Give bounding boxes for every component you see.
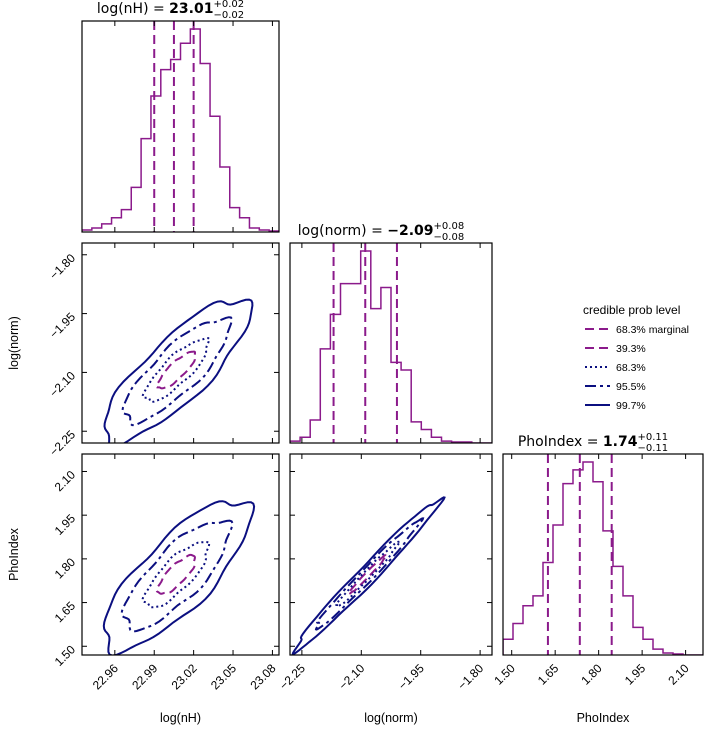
panel-frame <box>289 242 493 444</box>
histogram-nH <box>82 28 279 232</box>
y-tick-label: 1.65 <box>52 599 79 626</box>
legend-label: 39.3% <box>616 343 646 355</box>
title-nH: log(nH) = 23.01+0.02 −0.02 <box>97 0 244 21</box>
histogram-PhoIndex <box>503 461 703 655</box>
marginal-panel-PhoIndex: PhoIndex = 1.74+0.11 −0.11 <box>502 432 704 656</box>
title-plus: +0.02 <box>213 0 244 10</box>
title-label: log(norm) = <box>298 223 387 239</box>
legend: credible prob level 68.3% marginal 39.3% 68… <box>583 303 689 412</box>
x-tick-label: −2.25 <box>277 661 309 693</box>
x-tick-label: 1.65 <box>535 661 562 688</box>
contour-panel-PhoIndex_vs_norm <box>289 453 493 656</box>
y-axis-label-PhoIndex: PhoIndex <box>7 527 21 581</box>
legend-label: 68.3% marginal <box>616 324 689 336</box>
title-minus: −0.11 <box>637 443 668 454</box>
y-tick-label: 1.95 <box>52 511 79 538</box>
x-tick-label: 22.99 <box>129 661 160 692</box>
title-norm: log(norm) = −2.09+0.08 −0.08 <box>298 221 464 243</box>
y-tick-label: −1.80 <box>47 251 79 283</box>
y-axis-label-norm: log(norm) <box>7 316 21 370</box>
x-tick-label: 1.95 <box>622 661 649 688</box>
contour-95-5pct <box>120 519 234 633</box>
x-tick-label: 2.10 <box>665 661 692 688</box>
contour-panel-PhoIndex_vs_nH <box>81 453 280 656</box>
x-tick-label: 23.08 <box>247 661 278 692</box>
contour-95-5pct <box>314 517 425 631</box>
histogram-norm <box>290 250 492 443</box>
contour-68-3pct <box>141 540 211 609</box>
y-tick-label: −2.25 <box>47 427 79 459</box>
title-plus: +0.11 <box>637 432 668 443</box>
y-tick-label: 2.10 <box>52 467 79 494</box>
y-tick-label: 1.80 <box>52 555 79 582</box>
contour-panel-norm_vs_nH <box>81 242 280 444</box>
panel-frame <box>81 20 280 233</box>
x-tick-label: −1.80 <box>455 661 487 693</box>
title-minus: −0.08 <box>434 232 465 243</box>
legend-label: 99.7% <box>616 400 646 412</box>
title-PhoIndex: PhoIndex = 1.74+0.11 −0.11 <box>518 432 668 454</box>
histogram-group <box>290 243 492 443</box>
contour-group <box>102 500 256 655</box>
y-tick-label: −2.10 <box>47 368 79 400</box>
contour-39-3pct <box>155 350 196 390</box>
x-tick-label: 22.96 <box>90 661 121 692</box>
x-axis-label-PhoIndex: PhoIndex <box>577 711 631 725</box>
x-tick-label: −1.95 <box>395 661 427 693</box>
x-tick-label: 23.05 <box>208 661 239 692</box>
title-plus: +0.08 <box>434 221 465 232</box>
panel-frame <box>289 453 493 656</box>
title-value: 1.74 <box>603 434 638 450</box>
contour-39-3pct <box>155 553 196 595</box>
panel-frame <box>502 453 704 656</box>
legend-title: credible prob level <box>583 303 680 317</box>
legend-label: 68.3% <box>616 362 646 374</box>
legend-label: 95.5% <box>616 381 646 393</box>
x-tick-label: −2.10 <box>336 661 368 693</box>
contour-99-7pct <box>102 500 256 655</box>
x-tick-label: 1.80 <box>578 661 605 688</box>
marginal-panel-norm: log(norm) = −2.09+0.08 −0.08 <box>289 221 493 444</box>
title-value: −2.09 <box>387 223 433 239</box>
title-label: PhoIndex = <box>518 434 603 450</box>
contour-group <box>103 298 254 443</box>
y-tick-label: 1.50 <box>52 642 79 669</box>
title-label: log(nH) = <box>97 1 169 17</box>
panel-frame <box>81 242 280 444</box>
histogram-group <box>503 454 703 655</box>
x-axis-label-nH: log(nH) <box>160 711 201 725</box>
marginal-panel-nH: log(nH) = 23.01+0.02 −0.02 <box>81 0 280 233</box>
contour-68-3pct <box>334 540 401 608</box>
contour-group <box>291 496 446 655</box>
y-tick-label: −1.95 <box>47 310 79 342</box>
contour-99-7pct <box>291 496 446 655</box>
title-value: 23.01 <box>169 1 213 17</box>
x-tick-label: 23.02 <box>169 661 200 692</box>
histogram-group <box>82 21 279 232</box>
panel-frame <box>81 453 280 656</box>
x-tick-label: 1.50 <box>491 661 518 688</box>
x-axis-label-norm: log(norm) <box>364 711 418 725</box>
contour-99-7pct <box>103 298 254 443</box>
title-minus: −0.02 <box>213 10 244 21</box>
contour-39-3pct <box>347 554 387 596</box>
contour-95-5pct <box>121 316 233 427</box>
